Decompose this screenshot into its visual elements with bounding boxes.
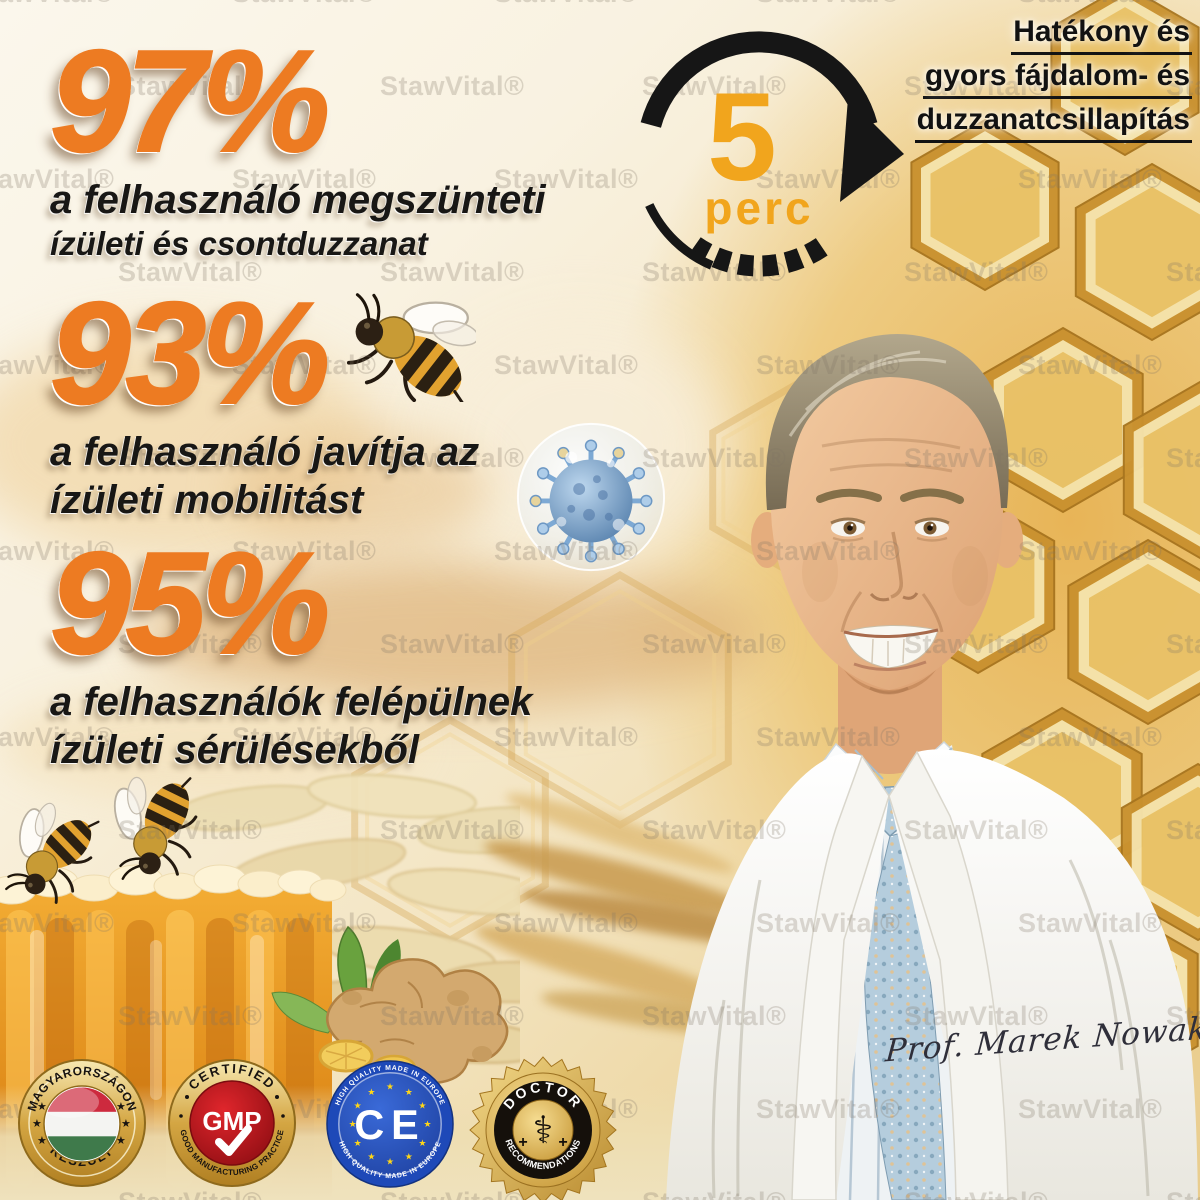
svg-text:★: ★ [121, 1118, 131, 1130]
doctor-eyes [830, 517, 950, 542]
doctor-nose [890, 531, 904, 599]
svg-text:★: ★ [32, 1118, 42, 1130]
headline-line: gyors fájdalom- és [922, 56, 1192, 99]
svg-text:★: ★ [405, 1087, 413, 1097]
svg-text:★: ★ [116, 1101, 126, 1113]
plus-icon: + [558, 1134, 567, 1151]
doctor-face [770, 338, 1004, 690]
doctor-neck [838, 640, 942, 774]
background-bokeh [230, 430, 490, 550]
stat-value: 93% [49, 272, 331, 434]
badge-ce-center-text: CE [354, 1102, 425, 1148]
badge-gmp-center-text: GMP [202, 1106, 261, 1136]
timer-arrowhead [840, 98, 904, 202]
svg-text:★: ★ [37, 1101, 47, 1113]
timer-number: 5 [707, 68, 777, 207]
background-bokeh [140, 560, 760, 710]
stat-value: 97% [49, 20, 331, 182]
stat-block-97: 97% a felhasználó megszünteti ízületi és… [49, 20, 546, 264]
svg-text:★: ★ [418, 1100, 426, 1110]
timer-unit: perc [704, 182, 813, 234]
timer-dashes [688, 237, 830, 277]
svg-text:★: ★ [367, 1087, 375, 1097]
doctor-photo [666, 334, 1198, 1200]
timer-thin-arc [645, 203, 714, 270]
svg-text:★: ★ [418, 1138, 426, 1148]
svg-text:★: ★ [423, 1119, 431, 1129]
headline-line: Hatékony és [1011, 12, 1192, 55]
svg-text:★: ★ [386, 1157, 394, 1167]
svg-text:★: ★ [405, 1152, 413, 1162]
doctor-smile [843, 625, 939, 672]
badge-doctor-recommendations: DOCTOR RECOMMENDATIONS ⚕ + + [469, 1056, 617, 1200]
plus-icon: + [518, 1134, 527, 1151]
badge-made-in-hungary: MAGYARORSZÁGON KÉSZÜLT ★★★ ★★★ [18, 1059, 146, 1187]
badge-gmp-certified: CERTIFIED GOOD MANUFACTURING PRACTICE GM… [168, 1059, 296, 1187]
svg-text:★: ★ [37, 1135, 47, 1147]
stat-caption-line: ízületi és csontduzzanat [50, 225, 428, 262]
stat-caption-line: a felhasználók felépülnek [50, 680, 533, 724]
stat-caption-line: ízületi mobilitást [50, 478, 364, 522]
headline-line: duzzanatcsillapítás [914, 100, 1192, 143]
timer-arc [640, 31, 878, 128]
stat-caption-line: a felhasználó javítja az [50, 430, 480, 474]
headline: Hatékony és gyors fájdalom- és duzzanatc… [914, 12, 1192, 144]
five-minute-timer-icon: 5 perc [612, 2, 907, 297]
badge-ce-europe: HIGH QUALITY MADE IN EUROPE HIGH QUALITY… [326, 1060, 454, 1188]
stat-caption-line: a felhasználó megszünteti [50, 178, 546, 222]
stat-block-93: 93% a felhasználó javítja az ízületi mob… [49, 272, 480, 524]
doctor-hair [765, 334, 1009, 510]
stat-caption-line: ízületi sérülésekből [50, 728, 420, 772]
svg-text:★: ★ [354, 1138, 362, 1148]
cell-molecule-image [516, 422, 666, 572]
svg-text:★: ★ [386, 1082, 394, 1092]
eu-stars-icon: ★ ★ ★ ★ ★ ★ ★ ★ ★ ★ ★ ★ [349, 1082, 432, 1167]
svg-text:★: ★ [367, 1152, 375, 1162]
svg-text:★: ★ [349, 1119, 357, 1129]
svg-text:★: ★ [354, 1100, 362, 1110]
doctor-eyebrows [816, 488, 964, 504]
stat-value: 95% [49, 522, 331, 684]
checkmark-icon [215, 1125, 252, 1156]
svg-text:★: ★ [116, 1135, 126, 1147]
stat-block-95: 95% a felhasználók felépülnek ízületi sé… [49, 522, 533, 774]
caduceus-icon: ⚕ [533, 1110, 554, 1152]
